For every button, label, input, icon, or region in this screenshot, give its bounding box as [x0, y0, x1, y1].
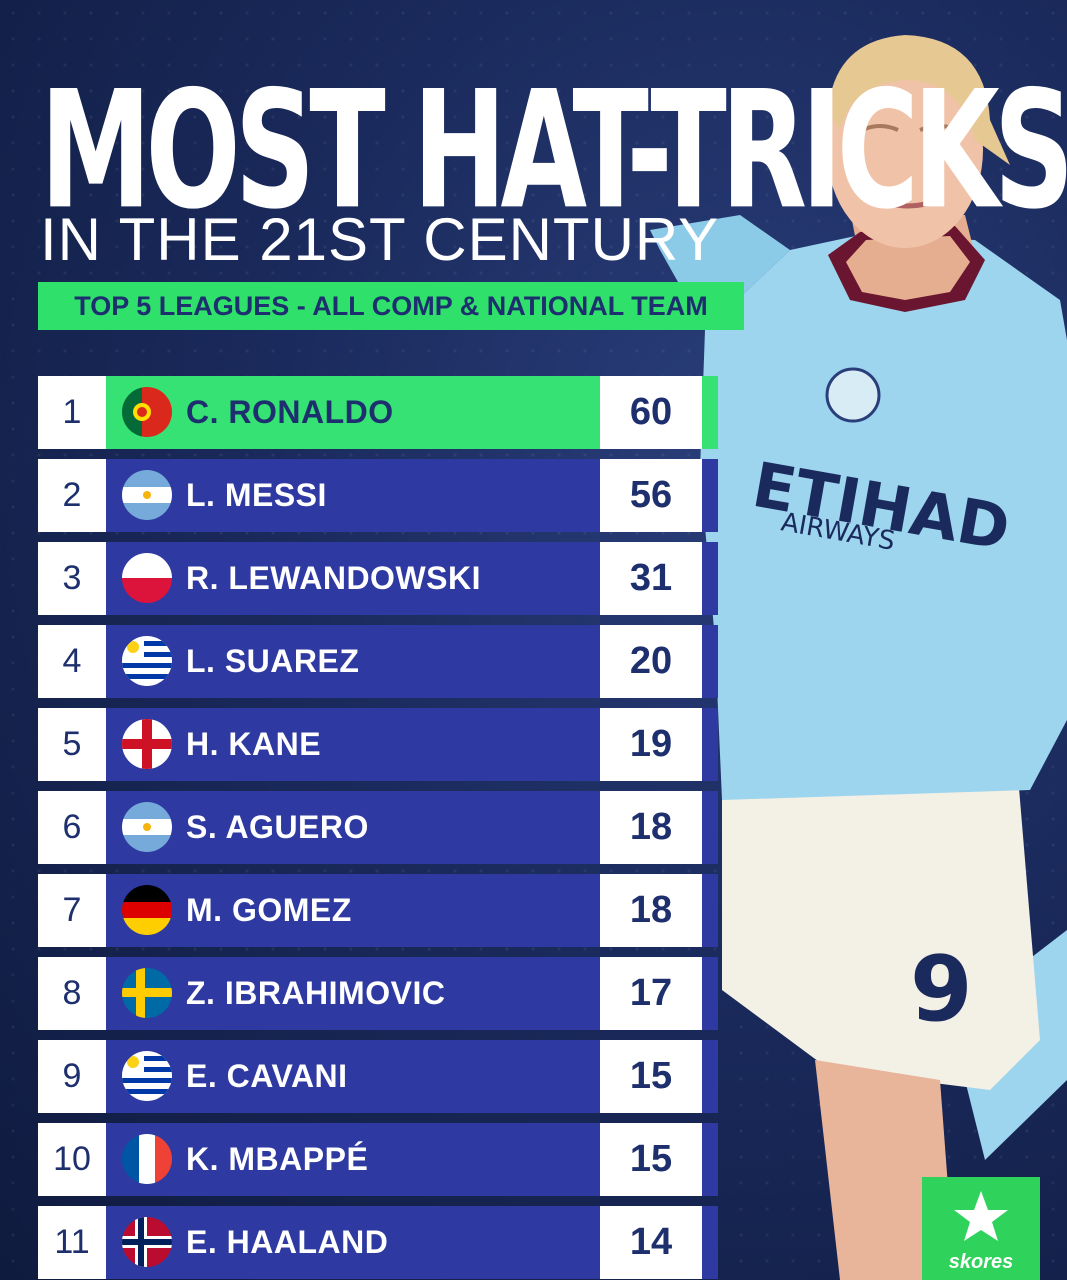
table-row: 3 R. LEWANDOWSKI 31 — [38, 542, 718, 615]
page-title: MOST HAT-TRICKS — [40, 28, 760, 202]
hat-trick-count: 18 — [600, 874, 702, 947]
rank-cell: 10 — [38, 1123, 106, 1196]
uruguay-flag-icon — [122, 636, 172, 686]
player-name: L. SUAREZ — [186, 625, 359, 698]
england-flag-icon — [122, 719, 172, 769]
table-row: 4 L. SUAREZ 20 — [38, 625, 718, 698]
criteria-banner: TOP 5 LEAGUES - ALL COMP & NATIONAL TEAM — [38, 282, 744, 330]
star-icon — [922, 1177, 1040, 1251]
hat-trick-count: 15 — [600, 1123, 702, 1196]
rank-cell: 7 — [38, 874, 106, 947]
player-name: L. MESSI — [186, 459, 327, 532]
sweden-flag-icon — [122, 968, 172, 1018]
player-name: E. CAVANI — [186, 1040, 348, 1113]
player-name: H. KANE — [186, 708, 321, 781]
rank-cell: 2 — [38, 459, 106, 532]
brand-logo: skores — [922, 1177, 1040, 1280]
uruguay-flag-icon — [122, 1051, 172, 1101]
player-name: K. MBAPPÉ — [186, 1123, 368, 1196]
france-flag-icon — [122, 1134, 172, 1184]
player-name: S. AGUERO — [186, 791, 369, 864]
hat-trick-count: 18 — [600, 791, 702, 864]
table-row: 7 M. GOMEZ 18 — [38, 874, 718, 947]
argentina-flag-icon — [122, 470, 172, 520]
rank-cell: 6 — [38, 791, 106, 864]
rank-cell: 8 — [38, 957, 106, 1030]
hat-trick-count: 14 — [600, 1206, 702, 1279]
brand-logo-text: skores — [922, 1251, 1040, 1274]
poland-flag-icon — [122, 553, 172, 603]
rank-cell: 5 — [38, 708, 106, 781]
germany-flag-icon — [122, 885, 172, 935]
portugal-flag-icon — [122, 387, 172, 437]
rank-cell: 9 — [38, 1040, 106, 1113]
argentina-flag-icon — [122, 802, 172, 852]
player-name: C. RONALDO — [186, 376, 394, 449]
norway-flag-icon — [122, 1217, 172, 1267]
hat-trick-count: 31 — [600, 542, 702, 615]
table-row: 8 Z. IBRAHIMOVIC 17 — [38, 957, 718, 1030]
table-row: 5 H. KANE 19 — [38, 708, 718, 781]
player-name: M. GOMEZ — [186, 874, 352, 947]
page-subtitle: IN THE 21ST CENTURY — [40, 205, 719, 274]
rank-cell: 1 — [38, 376, 106, 449]
table-row: 6 S. AGUERO 18 — [38, 791, 718, 864]
player-name: R. LEWANDOWSKI — [186, 542, 481, 615]
table-row: 10 K. MBAPPÉ 15 — [38, 1123, 718, 1196]
hat-trick-count: 20 — [600, 625, 702, 698]
hat-trick-count: 15 — [600, 1040, 702, 1113]
table-row: 11 E. HAALAND 14 — [38, 1206, 718, 1279]
player-name: Z. IBRAHIMOVIC — [186, 957, 445, 1030]
table-row: 9 E. CAVANI 15 — [38, 1040, 718, 1113]
hat-trick-count: 17 — [600, 957, 702, 1030]
rank-cell: 3 — [38, 542, 106, 615]
hat-trick-count: 19 — [600, 708, 702, 781]
table-row: 2 L. MESSI 56 — [38, 459, 718, 532]
rank-cell: 4 — [38, 625, 106, 698]
table-row: 1 C. RONALDO 60 — [38, 376, 718, 449]
hat-trick-count: 56 — [600, 459, 702, 532]
player-name: E. HAALAND — [186, 1206, 388, 1279]
rank-cell: 11 — [38, 1206, 106, 1279]
hat-trick-count: 60 — [600, 376, 702, 449]
